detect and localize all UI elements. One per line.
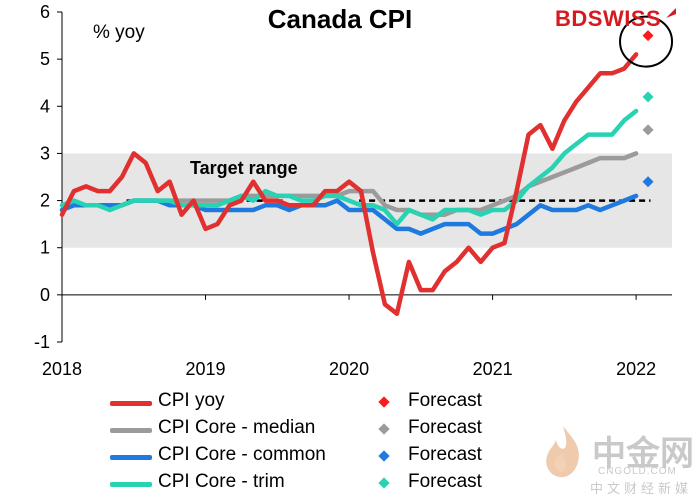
forecast-marker-1	[642, 30, 654, 42]
forecast-layer	[642, 30, 654, 188]
legend-forecast-diamond	[378, 450, 390, 462]
series-line-cpi-core-trim	[59, 108, 639, 227]
axes: -1 0 1 2 3 4 5 6 2018 2019 2020 2021 2022	[34, 2, 672, 379]
legend-forecast-label: Forecast	[408, 417, 482, 438]
legend-swatch	[110, 401, 152, 406]
legend-label: CPI Core - common	[158, 444, 326, 465]
legend-label: CPI Core - trim	[158, 471, 285, 492]
brand-logo: BDSWISS	[555, 6, 662, 31]
forecast-highlight-circle	[619, 15, 674, 68]
y-tick-label: 3	[40, 143, 50, 163]
x-tick-label: 2020	[329, 359, 369, 379]
legend-item: CPI Core - trim Forecast	[110, 469, 530, 495]
y-axis-label: % yoy	[93, 22, 145, 43]
y-tick-label: -1	[34, 332, 50, 352]
legend-forecast-label: Forecast	[408, 444, 482, 465]
target-range-label: Target range	[190, 158, 298, 178]
y-tick-label: 6	[40, 2, 50, 22]
legend-forecast-label: Forecast	[408, 471, 482, 492]
chart-title: Canada CPI	[267, 4, 413, 34]
legend-forecast-label: Forecast	[408, 390, 482, 411]
legend-forecast-diamond	[378, 477, 390, 489]
x-tick-label: 2021	[473, 359, 513, 379]
x-tick-label: 2018	[42, 359, 82, 379]
legend-item: CPI Core - common Forecast	[110, 442, 530, 468]
y-tick-label: 0	[40, 285, 50, 305]
legend-swatch	[110, 482, 152, 487]
legend-forecast-diamond	[378, 423, 390, 435]
y-tick-label: 2	[40, 191, 50, 211]
watermark: 中金网 CNGOLD.COM 中文财经新媒体	[530, 416, 700, 497]
forecast-marker-4	[642, 91, 654, 103]
legend-label: CPI yoy	[158, 390, 225, 411]
watermark-flame-icon	[546, 426, 579, 478]
legend-label: CPI Core - median	[158, 417, 316, 438]
x-tick-label: 2022	[616, 359, 656, 379]
y-tick-label: 5	[40, 49, 50, 69]
y-tick-label: 4	[40, 96, 50, 116]
legend-item: CPI Core - median Forecast	[110, 415, 530, 441]
watermark-subtitle: 中文财经新媒体	[590, 482, 693, 497]
y-tick-label: 1	[40, 238, 50, 258]
legend-forecast-diamond	[378, 396, 390, 408]
watermark-url: CNGOLD.COM	[598, 466, 677, 477]
watermark-chinese-text: 中金网	[592, 434, 694, 474]
legend-item: CPI yoy Forecast	[110, 388, 530, 414]
series-line-cpi-yoy	[59, 52, 639, 316]
brand-arrow-icon	[666, 8, 676, 18]
x-tick-label: 2019	[186, 359, 226, 379]
legend-swatch	[110, 428, 152, 433]
legend-swatch	[110, 455, 152, 460]
series-layer	[59, 52, 639, 316]
forecast-marker-2	[642, 124, 654, 136]
forecast-marker-3	[642, 176, 654, 188]
